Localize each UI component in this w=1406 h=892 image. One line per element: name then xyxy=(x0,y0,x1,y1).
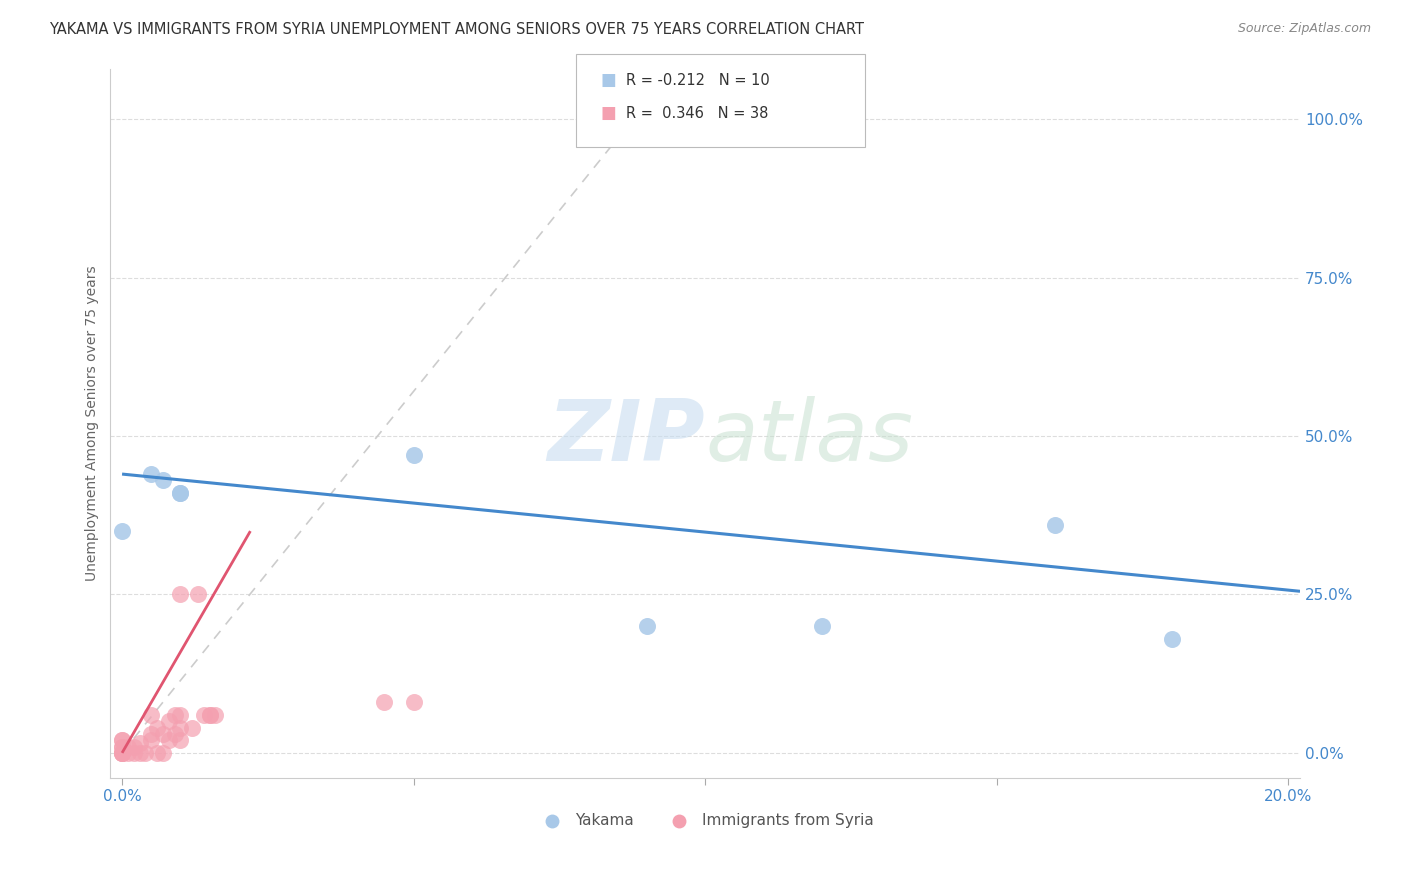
Text: ZIP: ZIP xyxy=(547,396,706,479)
Point xyxy=(169,707,191,722)
Point xyxy=(111,524,134,538)
Point xyxy=(141,707,163,722)
Point xyxy=(169,721,191,735)
Point xyxy=(169,733,191,747)
Point xyxy=(141,727,163,741)
Point xyxy=(111,746,134,760)
Point xyxy=(204,707,226,722)
Text: Source: ZipAtlas.com: Source: ZipAtlas.com xyxy=(1237,22,1371,36)
Point xyxy=(122,739,145,754)
Point xyxy=(117,746,139,760)
Point xyxy=(198,707,221,722)
Point xyxy=(636,619,658,633)
Text: ■: ■ xyxy=(600,71,616,89)
Point xyxy=(402,695,425,709)
Point xyxy=(141,733,163,747)
Point xyxy=(152,746,174,760)
Text: R =  0.346   N = 38: R = 0.346 N = 38 xyxy=(626,106,768,120)
Point xyxy=(111,739,134,754)
Point xyxy=(111,733,134,747)
Point xyxy=(111,746,134,760)
Point xyxy=(146,721,169,735)
Point xyxy=(163,727,186,741)
Point xyxy=(152,727,174,741)
Point xyxy=(122,746,145,760)
Point xyxy=(169,486,191,500)
Point xyxy=(1160,632,1182,646)
Point xyxy=(163,707,186,722)
Point xyxy=(117,739,139,754)
Point xyxy=(152,474,174,488)
Point xyxy=(141,467,163,481)
Point xyxy=(146,746,169,760)
Text: YAKAMA VS IMMIGRANTS FROM SYRIA UNEMPLOYMENT AMONG SENIORS OVER 75 YEARS CORRELA: YAKAMA VS IMMIGRANTS FROM SYRIA UNEMPLOY… xyxy=(49,22,865,37)
Point xyxy=(373,695,395,709)
Point xyxy=(181,721,204,735)
Point xyxy=(111,733,134,747)
Point xyxy=(193,707,215,722)
Text: ■: ■ xyxy=(600,104,616,122)
Point xyxy=(111,746,134,760)
Point xyxy=(157,733,180,747)
Text: R = -0.212   N = 10: R = -0.212 N = 10 xyxy=(626,73,769,87)
Point xyxy=(169,486,191,500)
Point xyxy=(198,707,221,722)
Point xyxy=(811,619,834,633)
Point xyxy=(402,448,425,462)
Point xyxy=(111,746,134,760)
Point xyxy=(128,746,150,760)
Point xyxy=(157,714,180,729)
Point xyxy=(1043,517,1066,532)
Point xyxy=(187,587,209,601)
Text: atlas: atlas xyxy=(706,396,914,479)
Point xyxy=(111,739,134,754)
Y-axis label: Unemployment Among Seniors over 75 years: Unemployment Among Seniors over 75 years xyxy=(86,266,100,582)
Point xyxy=(134,746,156,760)
Legend: Yakama, Immigrants from Syria: Yakama, Immigrants from Syria xyxy=(530,807,880,834)
Point xyxy=(128,736,150,750)
Point xyxy=(169,587,191,601)
